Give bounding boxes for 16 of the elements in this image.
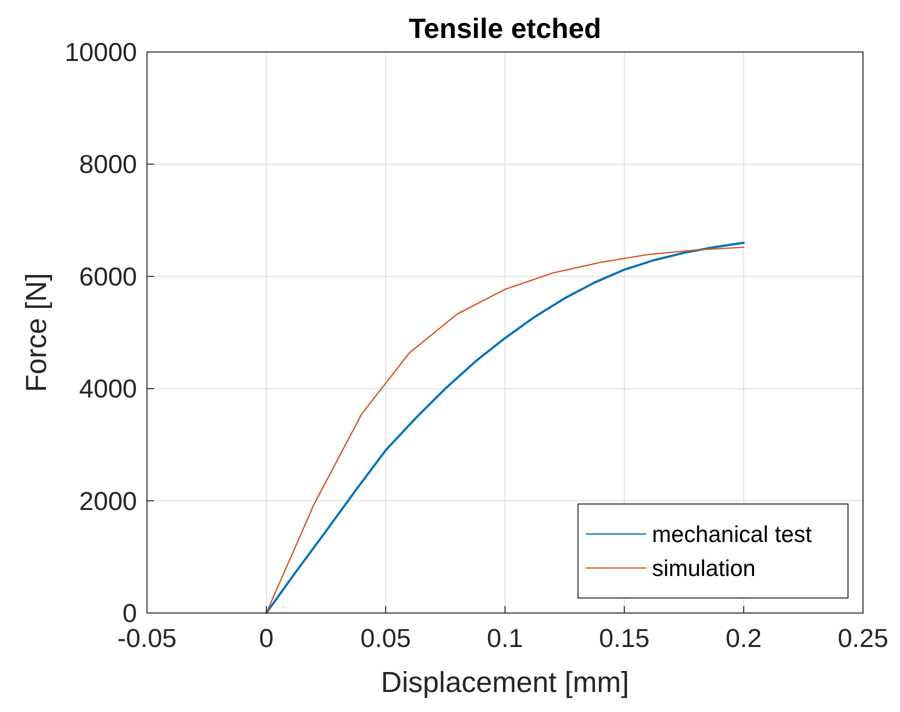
y-tick-label: 6000 bbox=[79, 261, 137, 292]
legend-label: mechanical test bbox=[652, 521, 812, 547]
x-tick-label: 0.2 bbox=[726, 623, 762, 653]
x-tick-label: 0 bbox=[259, 623, 274, 653]
y-axis-title: Force [N] bbox=[21, 272, 53, 392]
x-tick-label: 0.25 bbox=[838, 623, 888, 653]
chart-title: Tensile etched bbox=[408, 13, 602, 44]
y-tick-label: 10000 bbox=[64, 37, 137, 67]
y-tick-label: 2000 bbox=[79, 486, 137, 516]
y-tick-label: 4000 bbox=[79, 374, 137, 404]
x-tick-label: 0.15 bbox=[599, 623, 650, 653]
x-axis-title: Displacement [mm] bbox=[380, 667, 630, 699]
y-tick-label: 8000 bbox=[79, 149, 137, 180]
x-tick-label: 0.1 bbox=[486, 623, 524, 653]
x-tick-label: 0.05 bbox=[360, 623, 411, 653]
legend-label: simulation bbox=[652, 555, 756, 581]
